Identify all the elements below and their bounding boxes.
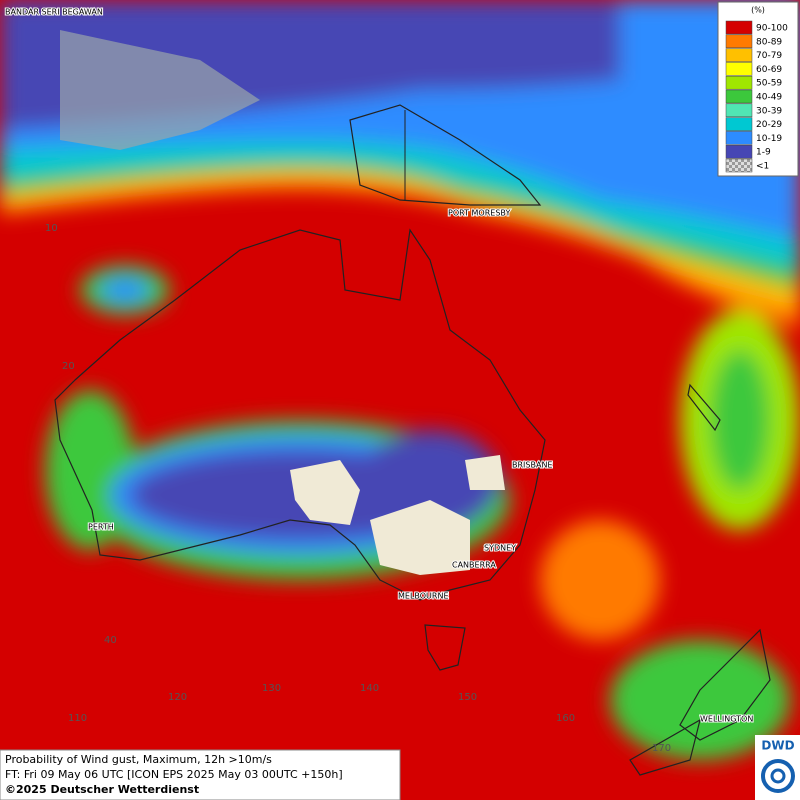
footer-copyright: ©2025 Deutscher Wetterdienst [5, 783, 199, 796]
lon-label: 160 [556, 713, 575, 724]
city: BRISBANE [512, 461, 552, 470]
legend-label: 50-59 [756, 79, 782, 89]
legend-swatch [725, 117, 753, 131]
city: PERTH [88, 523, 114, 532]
legend-swatch [725, 158, 753, 173]
lon-label: 120 [168, 692, 187, 703]
legend: (%) 90-100 80-89 70-79 60-69 50-59 40-49 30-39… [717, 1, 799, 177]
legend-label: 90-100 [756, 24, 788, 34]
lon-label: 150 [458, 692, 477, 703]
coastlines [54, 104, 771, 776]
lat-label: 20 [62, 361, 75, 372]
legend-label: 10-19 [756, 134, 782, 144]
lon-label: 170 [652, 743, 671, 754]
city: MELBOURNE [398, 592, 449, 601]
legend-swatch [725, 62, 753, 76]
legend-label: 70-79 [756, 51, 782, 61]
legend-unit: (%) [751, 6, 765, 15]
logo-text: DWD [761, 739, 794, 753]
legend-swatch [725, 89, 753, 104]
city: CANBERRA [452, 561, 496, 570]
legend-label: 40-49 [756, 93, 782, 103]
legend-label: 1-9 [756, 148, 771, 158]
legend-label: 20-29 [756, 120, 782, 130]
logo: DWD [755, 735, 800, 800]
city: PORT MORESBY [448, 209, 510, 218]
footer-box [0, 749, 401, 800]
legend-label: 60-69 [756, 65, 782, 75]
legend-swatch [725, 34, 753, 49]
city: SYDNEY [484, 544, 516, 553]
legend-swatch [725, 131, 753, 145]
lat-label: 10 [45, 223, 58, 234]
legend-swatch [725, 48, 753, 62]
graticule-labels: 10 20 40 110 120 130 140 150 160 170 [45, 223, 671, 754]
legend-swatch [725, 103, 753, 118]
footer: Probability of Wind gust, Maximum, 12h >… [0, 749, 401, 800]
legend-swatch [725, 75, 753, 90]
lon-label: 130 [262, 683, 281, 694]
lat-label: 40 [104, 635, 117, 646]
legend-swatch [725, 144, 753, 159]
city: WELLINGTON [700, 715, 753, 724]
city-labels: BANDAR SERI BEGAWAN PORT MORESBY BRISBAN… [4, 7, 754, 725]
legend-label: <1 [756, 162, 769, 172]
lon-label: 140 [360, 683, 379, 694]
legend-swatch [725, 20, 753, 35]
city: BANDAR SERI BEGAWAN [5, 8, 103, 17]
lon-label: 110 [68, 713, 87, 724]
legend-label: 30-39 [756, 106, 782, 116]
footer-forecast: FT: Fri 09 May 06 UTC [ICON EPS 2025 May… [5, 768, 343, 781]
footer-title: Probability of Wind gust, Maximum, 12h >… [5, 753, 272, 766]
legend-label: 80-89 [756, 37, 782, 47]
